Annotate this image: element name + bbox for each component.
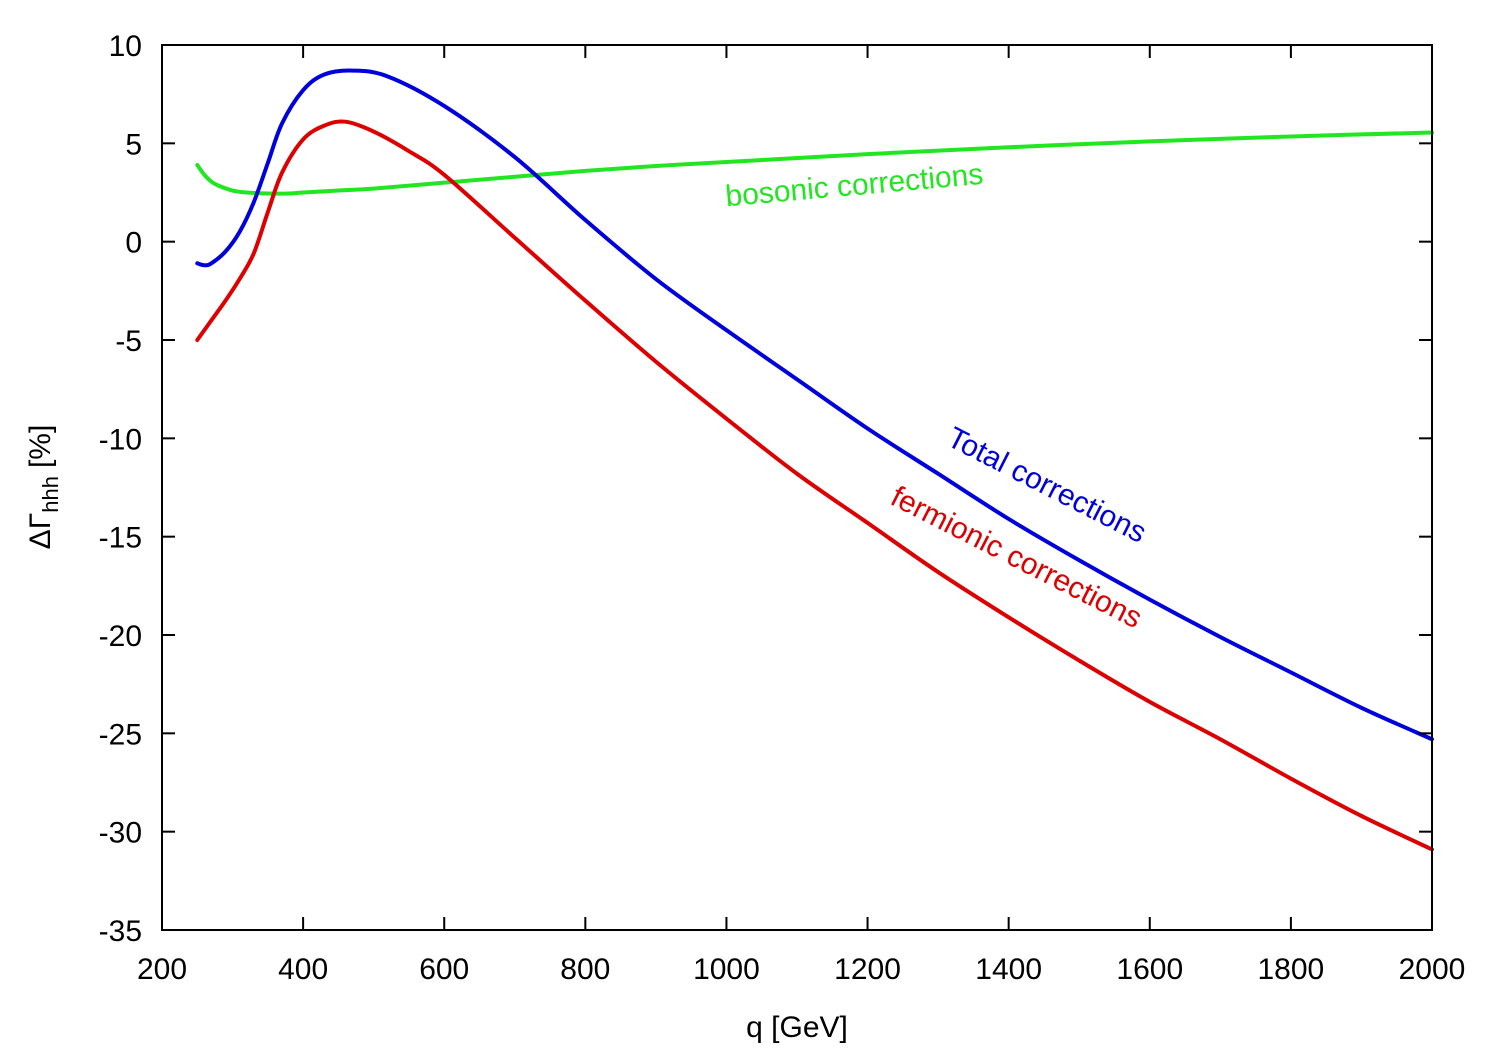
y-tick-label: -15 xyxy=(99,522,142,555)
y-axis-unit: [%] xyxy=(24,425,57,468)
y-tick-label: 0 xyxy=(125,227,142,260)
x-tick-label: 1200 xyxy=(834,953,901,986)
y-tick-label: -20 xyxy=(99,620,142,653)
y-tick-label: -5 xyxy=(115,325,142,358)
series-label-bosonic-corrections: bosonic corrections xyxy=(724,158,984,213)
series-line-total-corrections xyxy=(195,68,1434,742)
x-tick-label: 600 xyxy=(419,953,469,986)
y-tick-label: 10 xyxy=(109,30,142,63)
y-tick-label: -10 xyxy=(99,423,142,456)
x-tick-label: 1400 xyxy=(975,953,1042,986)
x-tick-label: 1600 xyxy=(1116,953,1183,986)
x-tick-label: 200 xyxy=(137,953,187,986)
y-axis-symbol: ΔΓ xyxy=(24,513,57,550)
series-line-bosonic-corrections xyxy=(195,130,1434,196)
x-axis-title: q [GeV] xyxy=(746,1011,848,1044)
y-tick-label: -30 xyxy=(99,817,142,850)
x-tick-label: 2000 xyxy=(1399,953,1466,986)
series-line-fermionic-corrections xyxy=(195,119,1434,852)
x-tick-label: 1000 xyxy=(693,953,760,986)
y-tick-label: 5 xyxy=(125,128,142,161)
x-tick-label: 800 xyxy=(560,953,610,986)
series-layer xyxy=(195,68,1434,852)
y-tick-label: -25 xyxy=(99,718,142,751)
plot-frame xyxy=(161,44,1433,931)
tick-layer: 200 400 600 800 1000 1200 1400 1600 1800 2000 10 5 0… xyxy=(99,30,1466,986)
y-tick-label: -35 xyxy=(99,915,142,948)
x-tick-label: 400 xyxy=(278,953,328,986)
y-axis-subscript: hhh xyxy=(38,476,63,513)
x-tick-label: 1800 xyxy=(1258,953,1325,986)
y-axis-title: ΔΓhhh [%] xyxy=(24,425,63,550)
